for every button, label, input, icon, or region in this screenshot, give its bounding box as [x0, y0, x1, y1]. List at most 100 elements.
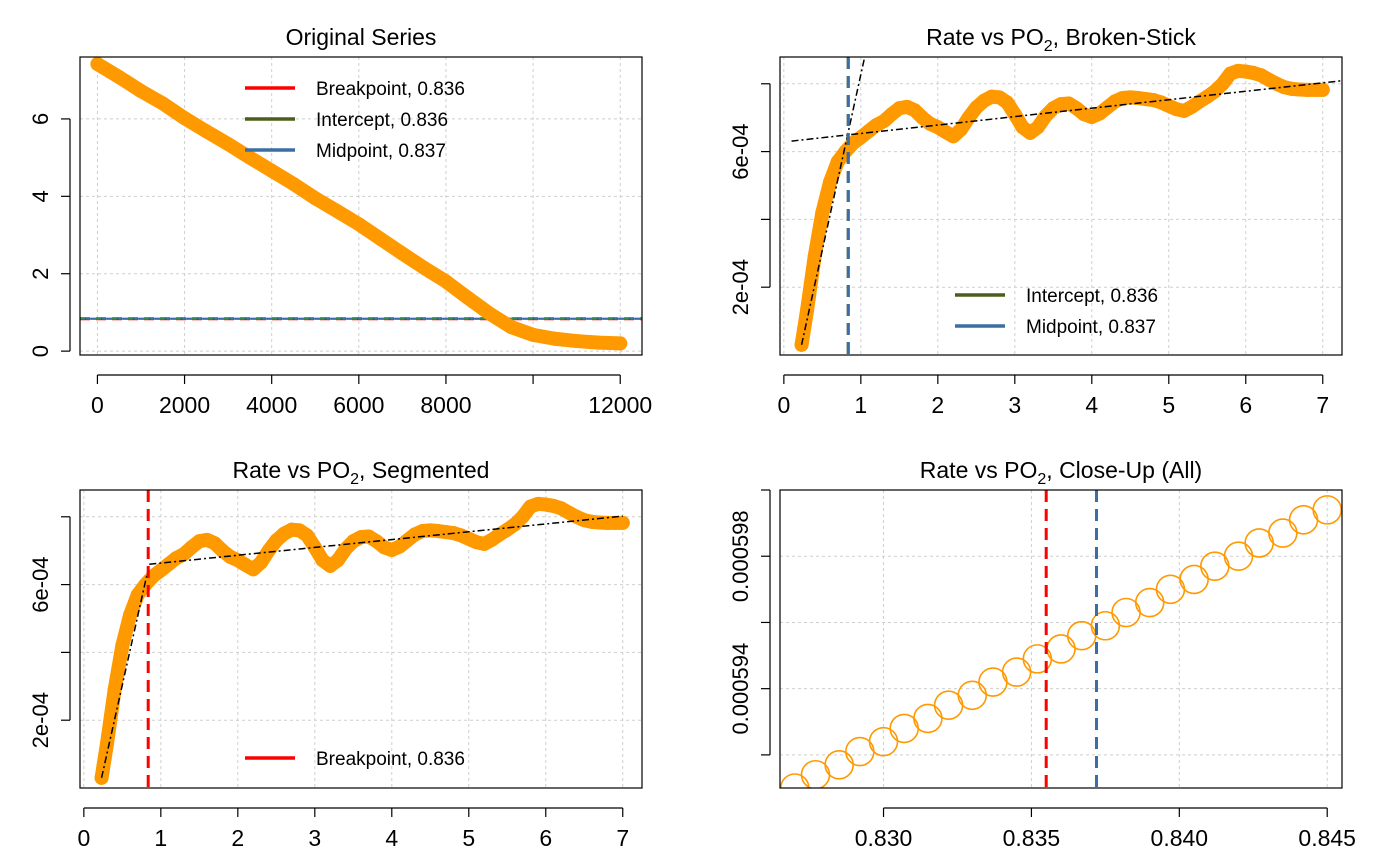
data-point [115, 638, 130, 653]
data-point [799, 303, 814, 318]
x-tick-label: 0.845 [1298, 825, 1356, 851]
x-tick-label: 3 [1008, 392, 1021, 418]
plot-area [80, 57, 642, 351]
x-tick-label: 6 [539, 825, 552, 851]
legend-label: Intercept, 0.836 [1026, 286, 1158, 307]
grid [780, 489, 1342, 788]
data-point [957, 680, 988, 711]
legend: Breakpoint, 0.836 [245, 749, 465, 770]
y-tick-label: 0.000598 [728, 510, 753, 602]
y-tick-label: 6e-04 [28, 556, 53, 612]
data-point [199, 124, 214, 139]
data-point [123, 608, 138, 623]
y-tick-label: 2e-04 [28, 692, 53, 748]
y-tick-label: 6 [28, 113, 53, 125]
data-point [351, 217, 366, 232]
data-point [615, 515, 630, 530]
x-tick-label: 3 [308, 825, 321, 851]
data-point [780, 773, 810, 788]
x-tick-label: 4000 [246, 392, 297, 418]
legend-label: Intercept, 0.836 [316, 110, 448, 131]
x-tick-label: 0.830 [855, 825, 913, 851]
fit-line [791, 79, 1342, 142]
x-axis: 0.830 0.835 0.840 0.845 [855, 807, 1356, 851]
data-point [330, 553, 345, 568]
data-point [242, 150, 257, 165]
data-point [1215, 76, 1230, 91]
data-series-line [94, 496, 630, 785]
legend: Intercept, 0.836 Midpoint, 0.837 [955, 286, 1158, 338]
y-tick-label: 6e-04 [728, 123, 753, 179]
chart-title-rest: , Segmented [359, 457, 489, 483]
data-point [591, 335, 606, 350]
chart-title: Rate vs PO2, Segmented [233, 457, 490, 488]
y-axis: 2e-04 6e-04 [728, 83, 771, 315]
y-axis: 2e-04 6e-04 [28, 516, 71, 748]
data-point [264, 163, 279, 178]
chart-title-subscript: 2 [1044, 38, 1053, 55]
grid [80, 57, 642, 355]
plot-frame [79, 56, 643, 356]
x-axis: 0 1 2 3 4 5 6 7 [777, 374, 1329, 418]
grid [80, 490, 642, 788]
x-tick-label: 5 [462, 825, 475, 851]
x-tick-label: 7 [616, 825, 629, 851]
data-point [1030, 120, 1045, 135]
data-point [330, 204, 345, 219]
data-point [504, 320, 519, 335]
x-tick-label: 12000 [588, 392, 652, 418]
x-tick-label: 2000 [159, 392, 210, 418]
chart-title-main: Rate vs PO [920, 457, 1038, 483]
data-point [112, 70, 127, 85]
fit-line [100, 564, 151, 778]
legend-label: Breakpoint, 0.836 [316, 749, 465, 770]
data-point [1046, 634, 1076, 664]
fit-line [800, 57, 866, 345]
x-tick-label: 1 [154, 825, 167, 851]
data-point [824, 750, 854, 780]
x-tick-label: 7 [1316, 392, 1329, 418]
y-tick-label: 0.000594 [728, 643, 753, 735]
chart-title-main: Rate vs PO [926, 24, 1044, 50]
x-tick-label: 2 [931, 392, 944, 418]
data-point [90, 57, 105, 71]
data-point [482, 306, 497, 321]
legend: Breakpoint, 0.836 Intercept, 0.836 Midpoin… [245, 79, 465, 162]
data-point [868, 726, 899, 757]
plot-frame [779, 489, 1343, 789]
legend-label: Breakpoint, 0.836 [316, 79, 465, 100]
chart-title: Rate vs PO2, Close-Up (All) [920, 457, 1202, 488]
grid [780, 57, 1342, 355]
data-point [261, 543, 276, 558]
chart-panel-1: Original Series 0 2000 4000 6000 8000 12000 0 2 4… [28, 24, 652, 418]
data-point [913, 703, 943, 734]
fit-line [149, 515, 623, 565]
data-point [823, 175, 838, 190]
data-point [308, 191, 323, 206]
data-point [300, 528, 315, 543]
x-tick-label: 8000 [420, 392, 471, 418]
data-point [1315, 82, 1330, 97]
data-point [133, 84, 148, 99]
x-tick-label: 6000 [333, 392, 384, 418]
x-axis: 0 2000 4000 6000 8000 12000 [91, 374, 652, 418]
chart-title-rest: , Close-Up (All) [1046, 457, 1202, 483]
data-point [221, 137, 236, 152]
data-point [526, 327, 541, 342]
x-tick-label: 0.840 [1151, 825, 1209, 851]
data-point [547, 331, 562, 346]
data-point [438, 274, 453, 289]
data-point [177, 111, 192, 126]
data-point [1000, 95, 1015, 110]
plot-area [94, 490, 630, 788]
chart-panel-4: Rate vs PO2, Close-Up (All)0.830 0.835 0.8… [728, 457, 1356, 851]
data-point [1090, 610, 1121, 641]
plot-area [780, 490, 1342, 788]
data-point [1179, 564, 1209, 595]
data-point [417, 260, 432, 275]
chart-title-subscript: 2 [350, 471, 359, 488]
data-point [107, 682, 122, 697]
data-point [807, 249, 822, 264]
